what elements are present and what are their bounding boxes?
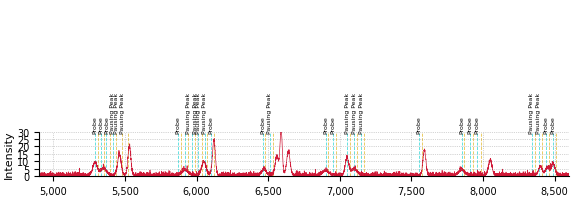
Text: Probe: Probe xyxy=(209,115,213,133)
Text: Probe: Probe xyxy=(467,115,473,133)
Text: Probe: Probe xyxy=(104,115,109,133)
Text: Pausing Peak: Pausing Peak xyxy=(352,92,356,133)
Text: Probe: Probe xyxy=(98,115,103,133)
Text: Pausing Peak: Pausing Peak xyxy=(536,92,542,133)
Text: Pausing Peak: Pausing Peak xyxy=(267,92,272,133)
Text: Pausing Peak: Pausing Peak xyxy=(202,92,207,133)
Text: Probe: Probe xyxy=(551,115,556,133)
Text: Probe: Probe xyxy=(260,115,265,133)
Text: Pausing Peak: Pausing Peak xyxy=(186,92,190,133)
Y-axis label: Intensity: Intensity xyxy=(4,130,14,178)
Text: Probe: Probe xyxy=(330,115,335,133)
Text: Pausing Peak: Pausing Peak xyxy=(529,92,534,133)
Text: Probe: Probe xyxy=(323,115,328,133)
Text: Probe: Probe xyxy=(93,115,98,133)
Text: Pausing Peak: Pausing Peak xyxy=(344,92,350,133)
Text: Probe: Probe xyxy=(459,115,464,133)
Text: Probe: Probe xyxy=(416,115,421,133)
Text: Pausing Peak: Pausing Peak xyxy=(114,92,119,133)
Text: Pausing Peak: Pausing Peak xyxy=(196,92,201,133)
Text: Probe: Probe xyxy=(175,115,181,133)
Text: Pausing Peak: Pausing Peak xyxy=(193,92,198,133)
Text: Probe: Probe xyxy=(543,115,549,133)
Text: Probe: Probe xyxy=(475,115,480,133)
Text: Pausing Peak: Pausing Peak xyxy=(110,92,116,133)
Text: Pausing Peak: Pausing Peak xyxy=(359,92,364,133)
Text: Pausing Peak: Pausing Peak xyxy=(120,92,125,133)
